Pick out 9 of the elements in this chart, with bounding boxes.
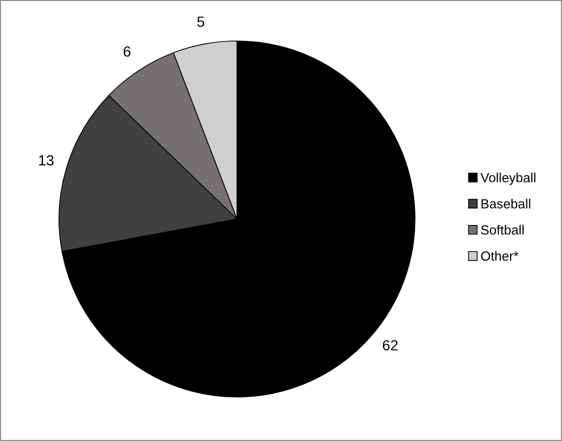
- data-label: 6: [124, 46, 130, 57]
- data-label: 13: [39, 155, 54, 166]
- legend-label: Baseball: [482, 198, 530, 208]
- legend-label: Softball: [481, 224, 524, 235]
- data-label: 5: [197, 16, 204, 27]
- data-label: 62: [382, 340, 398, 350]
- pie-slice: [62, 40, 416, 398]
- legend-label: Other*: [481, 251, 518, 261]
- legend-label: Volleyball: [480, 172, 536, 185]
